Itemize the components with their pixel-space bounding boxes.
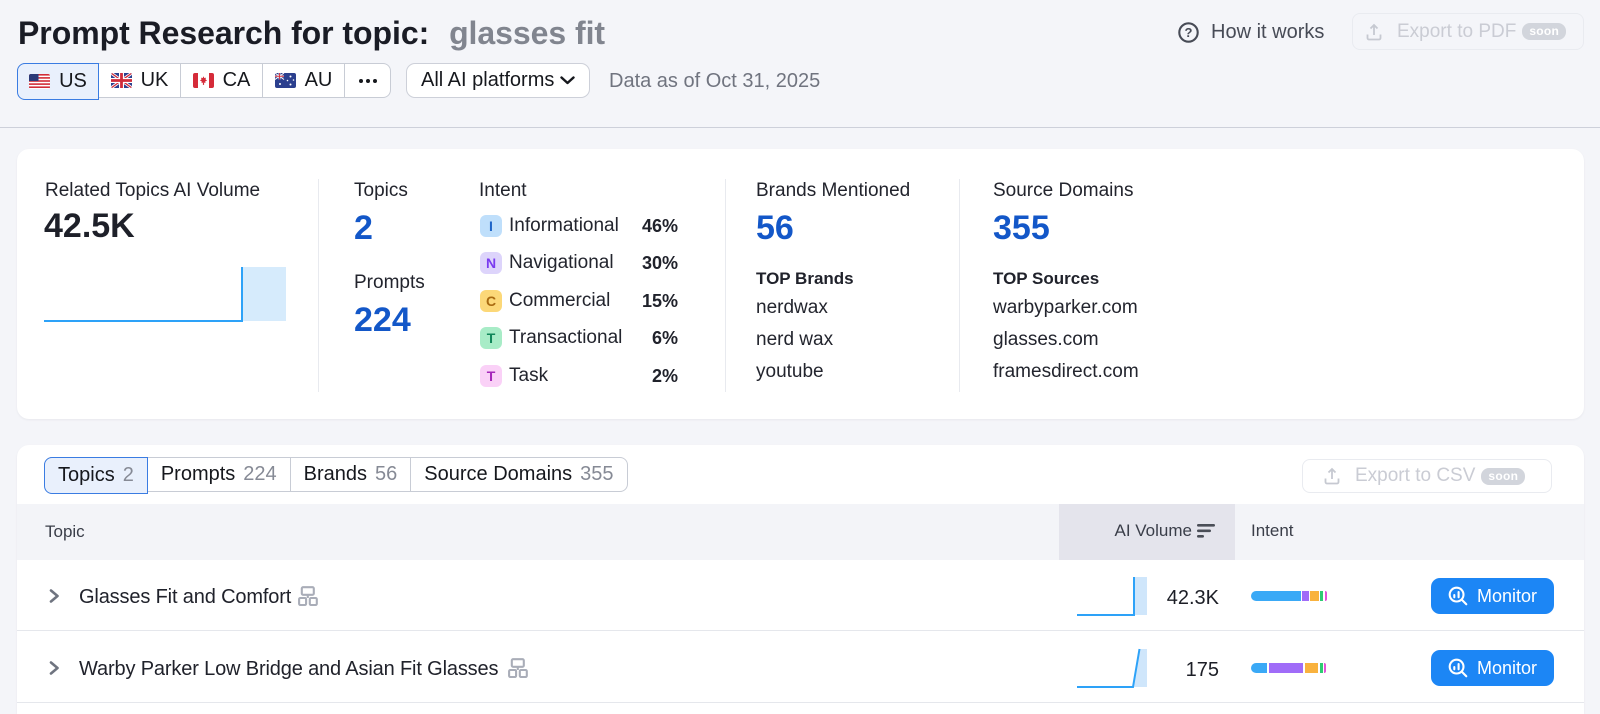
svg-text:?: ? bbox=[1185, 25, 1193, 40]
